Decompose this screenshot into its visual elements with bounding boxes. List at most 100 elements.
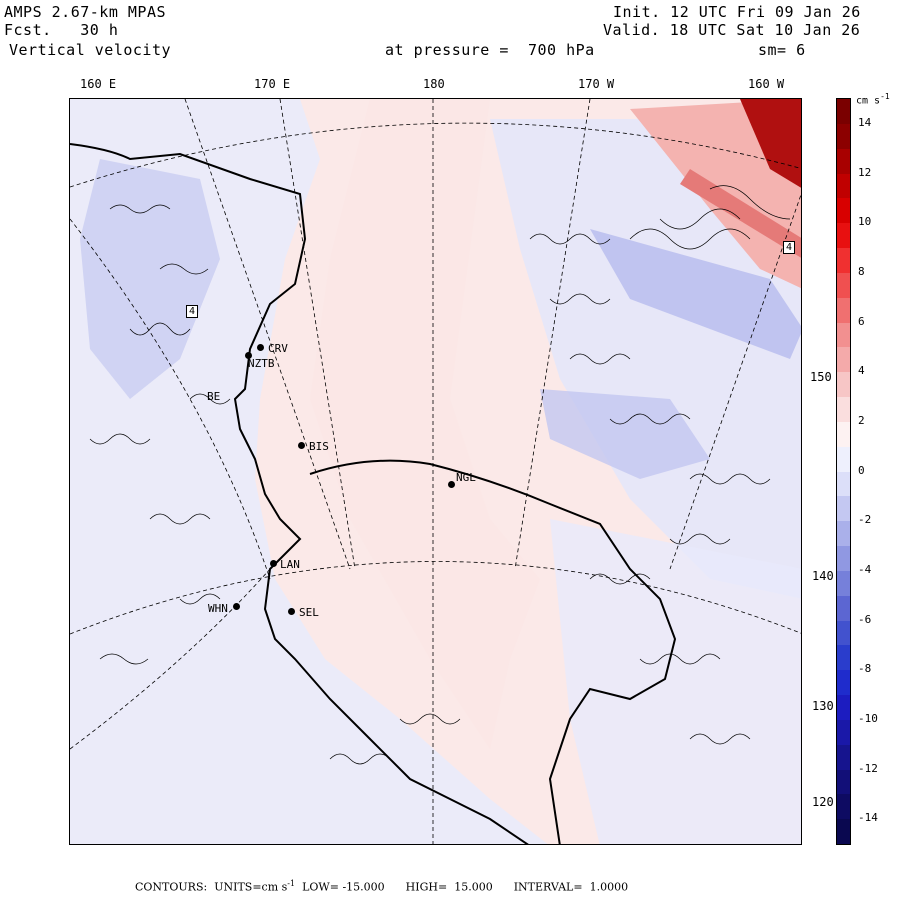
colorbar-segment — [837, 595, 850, 621]
station-dot-bis — [298, 442, 305, 449]
station-dot-ngl — [448, 481, 455, 488]
colorbar-segment — [837, 173, 850, 199]
station-crv: CRV — [268, 342, 288, 355]
station-dot-sel — [288, 608, 295, 615]
colorbar-label: -10 — [858, 711, 878, 725]
contour-label-east: 4 — [783, 241, 796, 254]
station-dot-whn — [233, 603, 240, 610]
red-stripe — [680, 169, 801, 258]
colorbar-label: 6 — [858, 314, 865, 328]
lon-label-160e: 160 E — [80, 77, 117, 91]
field-name: Vertical velocity — [9, 41, 172, 59]
colorbar-segment — [837, 148, 850, 174]
smoothing-label: sm= 6 — [758, 41, 806, 59]
lon-label-170e: 170 E — [254, 77, 291, 91]
colorbar-segment — [837, 719, 850, 746]
colorbar-unit: cm s-1 — [856, 92, 890, 107]
units-label: UNITS=cm s — [214, 880, 288, 894]
graticule — [70, 99, 801, 844]
colorbar-label: -6 — [858, 612, 872, 626]
station-dot-lan — [270, 560, 277, 567]
colorbar-segment — [837, 471, 850, 497]
forecast-label: Fcst. — [4, 21, 52, 39]
low-value: -15.000 — [342, 880, 385, 894]
blue-patches — [540, 389, 710, 479]
interval-value: 1.0000 — [589, 880, 629, 894]
contours-label: CONTOURS: — [135, 880, 208, 894]
colorbar-label: 14 — [858, 115, 872, 129]
pressure-value: 700 hPa — [527, 41, 595, 59]
colorbar-segment — [837, 322, 850, 348]
vertical-velocity-map: CRV NZTB BE BIS NGL LAN WHN SEL 4 4 — [69, 98, 802, 845]
station-ngl: NGL — [456, 471, 476, 484]
colorbar-segment — [837, 620, 850, 646]
colorbar-label: 12 — [858, 165, 872, 179]
pressure-level: at pressure = 700 hPa — [385, 42, 595, 59]
colorbar-label: 2 — [858, 413, 865, 427]
forecast-hour: Fcst. 30 h — [4, 22, 118, 39]
coastline — [70, 143, 677, 844]
colorbar-label: -2 — [858, 513, 872, 527]
colorbar-segment — [837, 819, 850, 845]
colorbar-segment — [837, 99, 850, 125]
pressure-label: at pressure = — [385, 41, 509, 59]
colorbar-label: -14 — [858, 811, 878, 825]
station-bis: BIS — [309, 440, 329, 453]
colorbar-segment — [837, 794, 850, 820]
forecast-value: 30 h — [80, 21, 119, 39]
station-sel: SEL — [299, 606, 319, 619]
model-title: AMPS 2.67-km MPAS — [4, 3, 167, 21]
colorbar-segment — [837, 769, 850, 795]
colorbar-segment — [837, 546, 850, 572]
colorbar-segment — [837, 397, 850, 423]
colorbar-label: 8 — [858, 264, 865, 278]
colorbar-segment — [837, 223, 850, 249]
low-label: LOW= — [302, 880, 339, 894]
colorbar-segment — [837, 570, 850, 597]
colorbar-segment — [837, 272, 850, 299]
colorbar-label: -12 — [858, 761, 878, 775]
colorbar-segment — [837, 645, 850, 671]
station-be: BE — [207, 390, 221, 403]
colorbar-segment — [837, 670, 850, 696]
init-time: Init. 12 UTC Fri 09 Jan 26 — [613, 3, 861, 21]
colorbar — [836, 98, 851, 845]
colorbar-segment — [837, 372, 850, 398]
station-dot-nztb — [245, 352, 252, 359]
station-lan: LAN — [280, 558, 300, 571]
colorbar-segment — [837, 297, 850, 323]
colorbar-segment — [837, 695, 850, 721]
colorbar-unit-exponent: -1 — [880, 92, 890, 101]
high-label: HIGH= — [405, 880, 448, 894]
colorbar-segment — [837, 521, 850, 547]
valid-time: Valid. 18 UTC Sat 10 Jan 26 — [603, 21, 861, 39]
colorbar-label: 10 — [858, 215, 872, 229]
colorbar-segment — [837, 744, 850, 770]
station-nztb: NZTB — [248, 357, 275, 370]
colorbar-segment — [837, 496, 850, 522]
interval-label: INTERVAL= — [513, 880, 583, 894]
lon-label-170w: 170 W — [578, 77, 615, 91]
blue-region-southeast — [550, 519, 801, 844]
colorbar-label: -4 — [858, 562, 872, 576]
colorbar-segment — [837, 123, 850, 150]
colorbar-label: -8 — [858, 662, 872, 676]
contour-label-west: 4 — [186, 305, 199, 318]
blue-streaks — [590, 229, 801, 359]
colorbar-label: 0 — [858, 463, 865, 477]
colorbar-segment — [837, 347, 850, 373]
pink-region-coast — [310, 99, 540, 749]
west-blue-patches — [80, 159, 220, 399]
colorbar-segment — [837, 198, 850, 224]
lon-label-160w: 160 W — [748, 77, 785, 91]
colorbar-segment — [837, 446, 850, 472]
contour-info: CONTOURS: UNITS=cm s-1 LOW= -15.000 HIGH… — [135, 879, 628, 894]
units-exponent: -1 — [287, 879, 296, 888]
map-canvas — [70, 99, 801, 844]
colorbar-label: 4 — [858, 364, 865, 378]
lon-label-180: 180 — [423, 77, 445, 91]
colorbar-segment — [837, 421, 850, 448]
colorbar-segment — [837, 248, 850, 274]
high-value: 15.000 — [454, 880, 493, 894]
contour-lines — [89, 185, 791, 765]
